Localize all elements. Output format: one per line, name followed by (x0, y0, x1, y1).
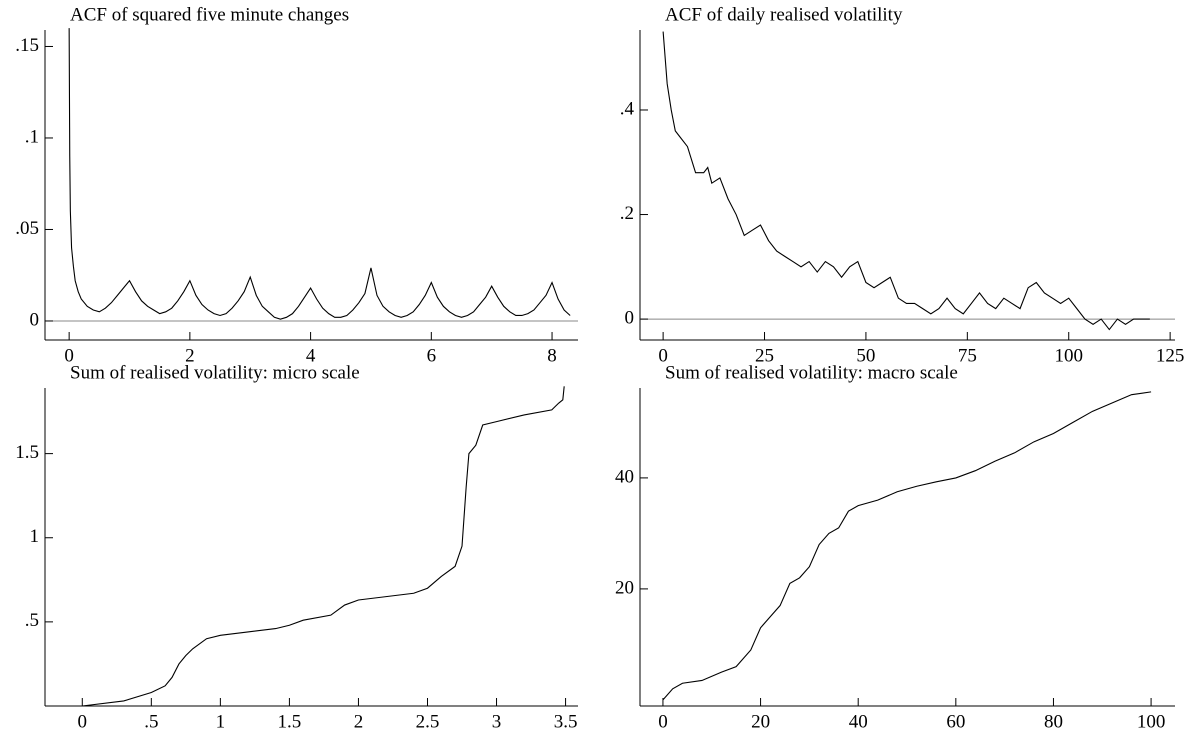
x-tick-label: 75 (958, 345, 977, 366)
x-tick-label: 0 (78, 711, 88, 730)
x-tick-label: .5 (144, 711, 158, 730)
data-line (82, 386, 565, 707)
y-tick-label: 40 (615, 466, 634, 487)
chart-title: Sum of realised volatility: macro scale (665, 362, 958, 383)
y-tick-label: 0 (625, 307, 635, 328)
x-tick-label: 2.5 (416, 711, 440, 730)
x-tick-label: 0 (658, 345, 668, 366)
y-tick-label: 1 (30, 526, 40, 547)
x-tick-label: 20 (751, 711, 770, 730)
data-line (662, 31, 1150, 331)
y-tick-label: 0 (30, 309, 40, 330)
x-tick-label: 3 (492, 711, 502, 730)
y-tick-label: .05 (15, 218, 39, 239)
x-tick-label: 3.5 (554, 711, 578, 730)
x-tick-label: 60 (946, 711, 965, 730)
x-tick-label: 6 (427, 345, 437, 366)
x-tick-label: 8 (547, 345, 557, 366)
x-tick-label: 100 (1054, 345, 1083, 366)
x-tick-label: 40 (849, 711, 868, 730)
x-tick-label: 100 (1137, 711, 1166, 730)
x-tick-label: 2 (354, 711, 364, 730)
x-tick-label: 0 (658, 711, 668, 730)
y-tick-label: .2 (620, 203, 634, 224)
x-tick-label: 50 (856, 345, 875, 366)
y-tick-label: 1.5 (15, 442, 39, 463)
y-tick-label: .15 (15, 35, 39, 56)
x-tick-label: 1 (216, 711, 226, 730)
x-tick-label: 0 (64, 345, 74, 366)
x-tick-label: 25 (755, 345, 774, 366)
data-line (68, 28, 571, 320)
chart-title: ACF of daily realised volatility (665, 4, 903, 25)
x-tick-label: 2 (185, 345, 195, 366)
x-tick-label: 80 (1044, 711, 1063, 730)
x-tick-label: 1.5 (278, 711, 302, 730)
chart-title: ACF of squared five minute changes (70, 4, 349, 25)
y-tick-label: .5 (25, 610, 39, 631)
x-tick-label: 4 (306, 345, 316, 366)
y-tick-label: .4 (620, 98, 635, 119)
chart-title: Sum of realised volatility: micro scale (70, 362, 360, 383)
y-tick-label: .1 (25, 126, 39, 147)
data-line (662, 391, 1152, 701)
x-tick-label: 125 (1156, 345, 1185, 366)
y-tick-label: 20 (615, 577, 634, 598)
